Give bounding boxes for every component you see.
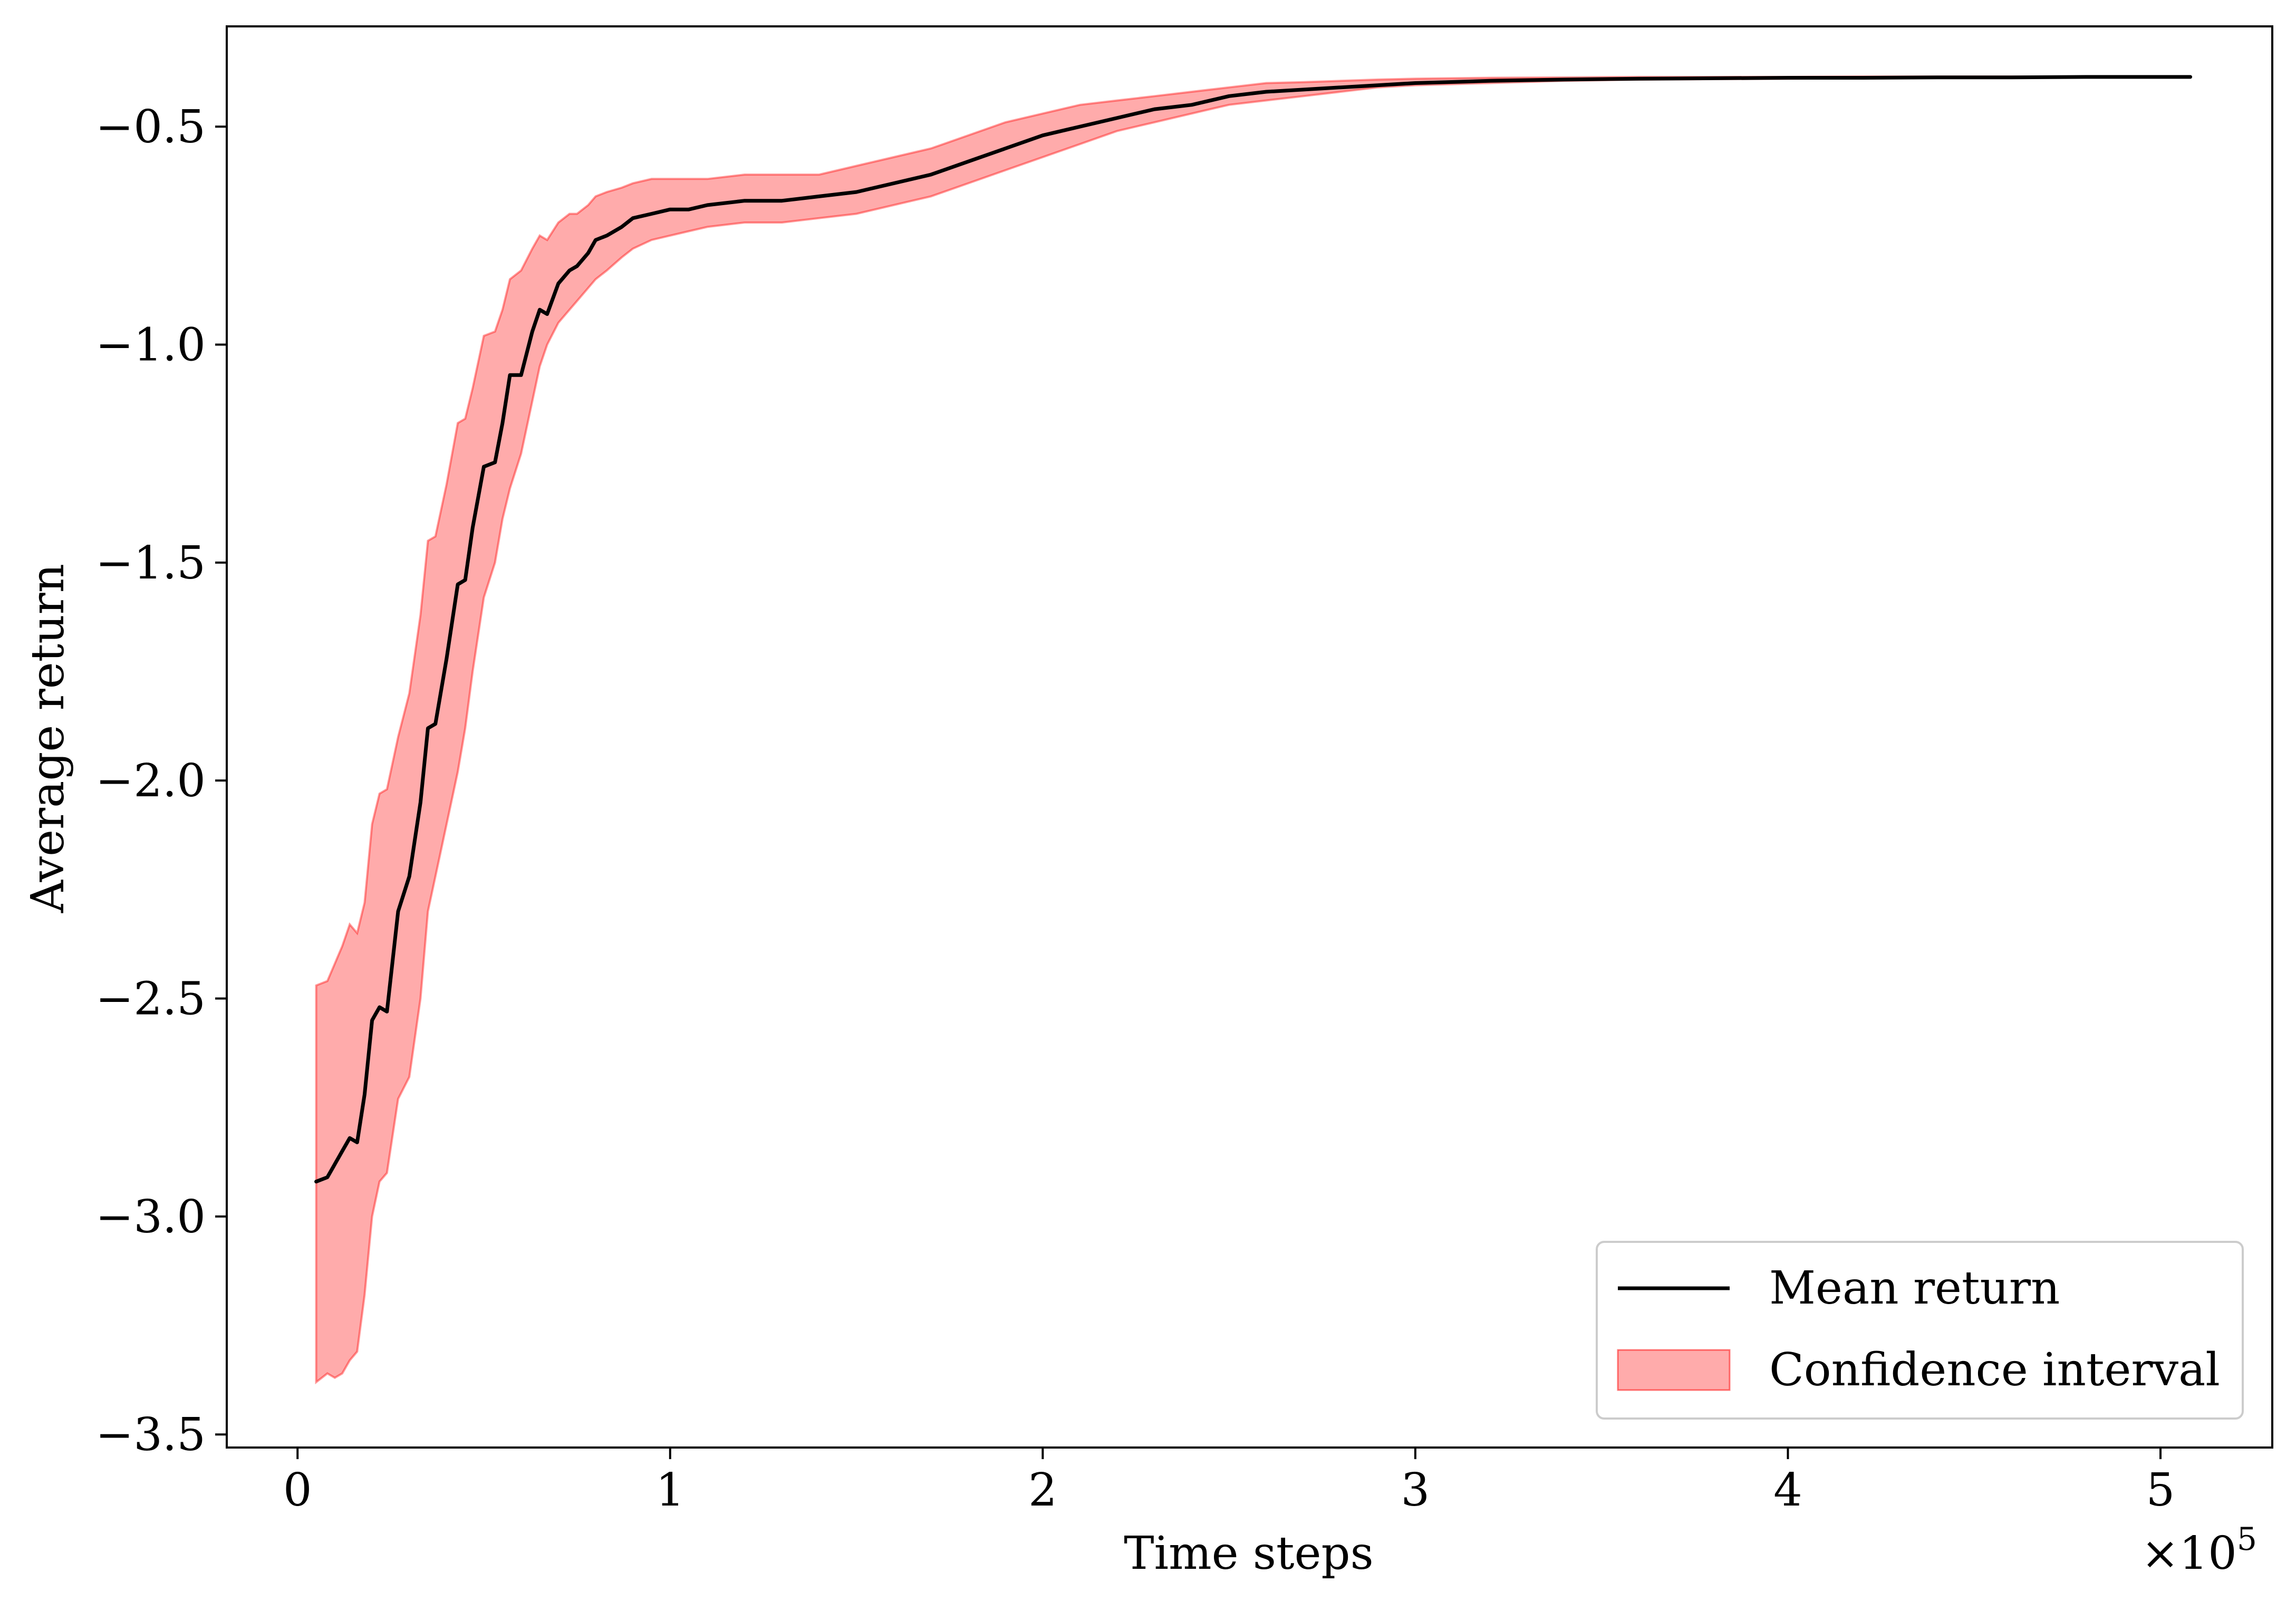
- x-axis-multiplier: ×105: [2141, 1521, 2257, 1580]
- y-tick-label: −0.5: [95, 101, 206, 153]
- y-axis-ticks: −0.5 −1.0 −1.5 −2.0 −2.5 −3.0 −3.5: [95, 101, 227, 1461]
- mean-line-layer: [314, 75, 2193, 1184]
- legend-mean-label: Mean return: [1769, 1262, 2060, 1315]
- x-tick-label: 4: [1773, 1464, 1802, 1517]
- legend-ci-swatch: [1617, 1349, 1731, 1391]
- axes-frame: [226, 25, 2273, 1449]
- x-multiplier-base: ×10: [2141, 1527, 2237, 1580]
- x-tick-label: 0: [283, 1464, 312, 1517]
- x-tick-label: 2: [1028, 1464, 1057, 1517]
- y-tick-label: −2.5: [95, 973, 206, 1026]
- legend-box: [1596, 1241, 2244, 1420]
- y-tick-label: −1.0: [95, 319, 206, 371]
- mean-return-line: [314, 75, 2193, 1184]
- legend-ci-label: Confidence interval: [1769, 1344, 2220, 1396]
- x-multiplier-exponent: 5: [2237, 1521, 2257, 1558]
- x-axis-label: Time steps: [1124, 1527, 1373, 1580]
- y-tick-label: −3.0: [95, 1191, 206, 1243]
- x-axis-ticks: 0 1 2 3 4 5: [283, 1448, 2175, 1517]
- y-axis-label: Average return: [22, 564, 74, 913]
- x-tick-label: 3: [1401, 1464, 1430, 1517]
- y-tick-label: −2.0: [95, 755, 206, 807]
- y-tick-label: −3.5: [95, 1409, 206, 1461]
- legend: Mean return Confidence interval: [1596, 1241, 2244, 1420]
- x-tick-label: 5: [2146, 1464, 2175, 1517]
- y-tick-label: −1.5: [95, 537, 206, 590]
- plot-area: [226, 25, 2273, 1449]
- x-tick-label: 1: [655, 1464, 684, 1517]
